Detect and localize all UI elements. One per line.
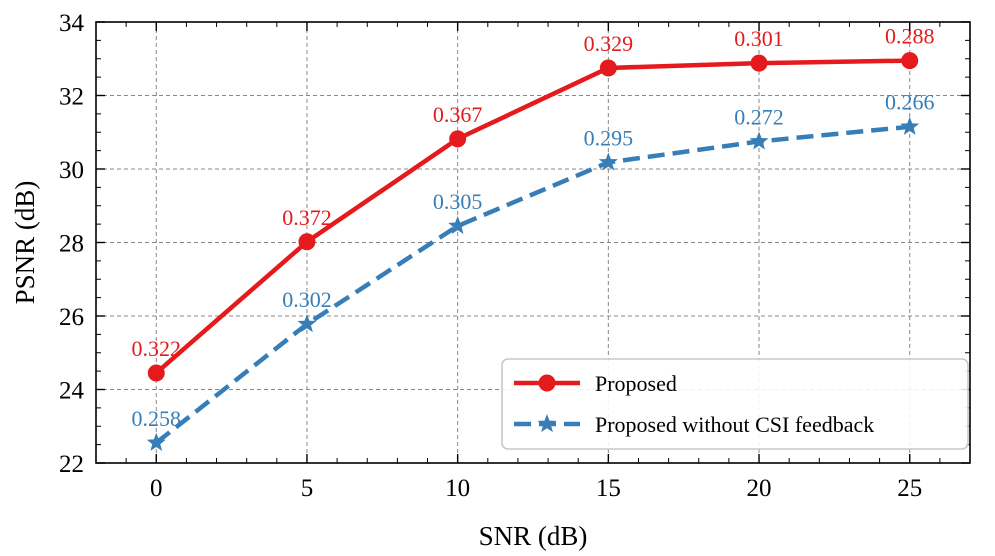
series-1-data-label: 0.367: [433, 102, 483, 127]
series-line-2: [154, 124, 910, 445]
series-2-marker: [146, 432, 166, 451]
series-2-data-label: 0.302: [282, 287, 332, 312]
series-1-marker: [298, 233, 316, 251]
series-layer: [146, 52, 920, 451]
y-tick-label: 30: [59, 157, 84, 184]
series-2-marker: [448, 215, 468, 235]
series-2-marker: [297, 314, 317, 333]
x-tick-label: 20: [747, 475, 772, 502]
series-1-marker: [147, 364, 165, 382]
y-tick-label: 26: [59, 304, 84, 331]
x-tick-label: 0: [150, 475, 163, 502]
series-2-marker: [900, 116, 920, 135]
legend-box: [501, 358, 969, 450]
series-2-data-label: 0.272: [734, 104, 784, 129]
series-1-data-label: 0.329: [584, 31, 634, 56]
x-axis-label: SNR (dB): [479, 521, 588, 551]
legend: Proposed Proposed without CSI feedback: [501, 358, 969, 450]
series-2-data-label: 0.258: [132, 406, 182, 431]
series-2-marker: [598, 152, 618, 171]
series-2-data-label: 0.305: [433, 189, 483, 214]
series-1-marker: [901, 52, 919, 70]
x-tick-label: 5: [301, 475, 314, 502]
x-tick-label: 10: [445, 475, 470, 502]
y-tick-label: 28: [59, 231, 84, 258]
x-tick-label: 15: [596, 475, 621, 502]
y-tick-label: 32: [59, 84, 84, 111]
series-1-marker: [750, 54, 768, 72]
legend-marker-2: [537, 414, 557, 433]
series-2-marker: [749, 131, 769, 150]
y-axis-label: PSNR (dB): [10, 181, 40, 305]
x-tick-label: 25: [897, 475, 922, 502]
legend-label-2: Proposed without CSI feedback: [595, 412, 874, 437]
legend-marker-1: [538, 374, 556, 392]
series-1-marker: [599, 59, 617, 77]
y-tick-label: 34: [59, 10, 85, 37]
series-2-data-label: 0.295: [584, 125, 634, 150]
series-2-data-label: 0.266: [885, 90, 935, 115]
series-1-data-label: 0.372: [282, 205, 332, 230]
legend-label-1: Proposed: [595, 371, 677, 396]
series-1-data-label: 0.322: [132, 336, 182, 361]
series-1-marker: [449, 130, 467, 148]
y-tick-label: 22: [59, 451, 84, 478]
series-line-1: [154, 58, 912, 376]
y-tick-label: 24: [59, 378, 85, 405]
